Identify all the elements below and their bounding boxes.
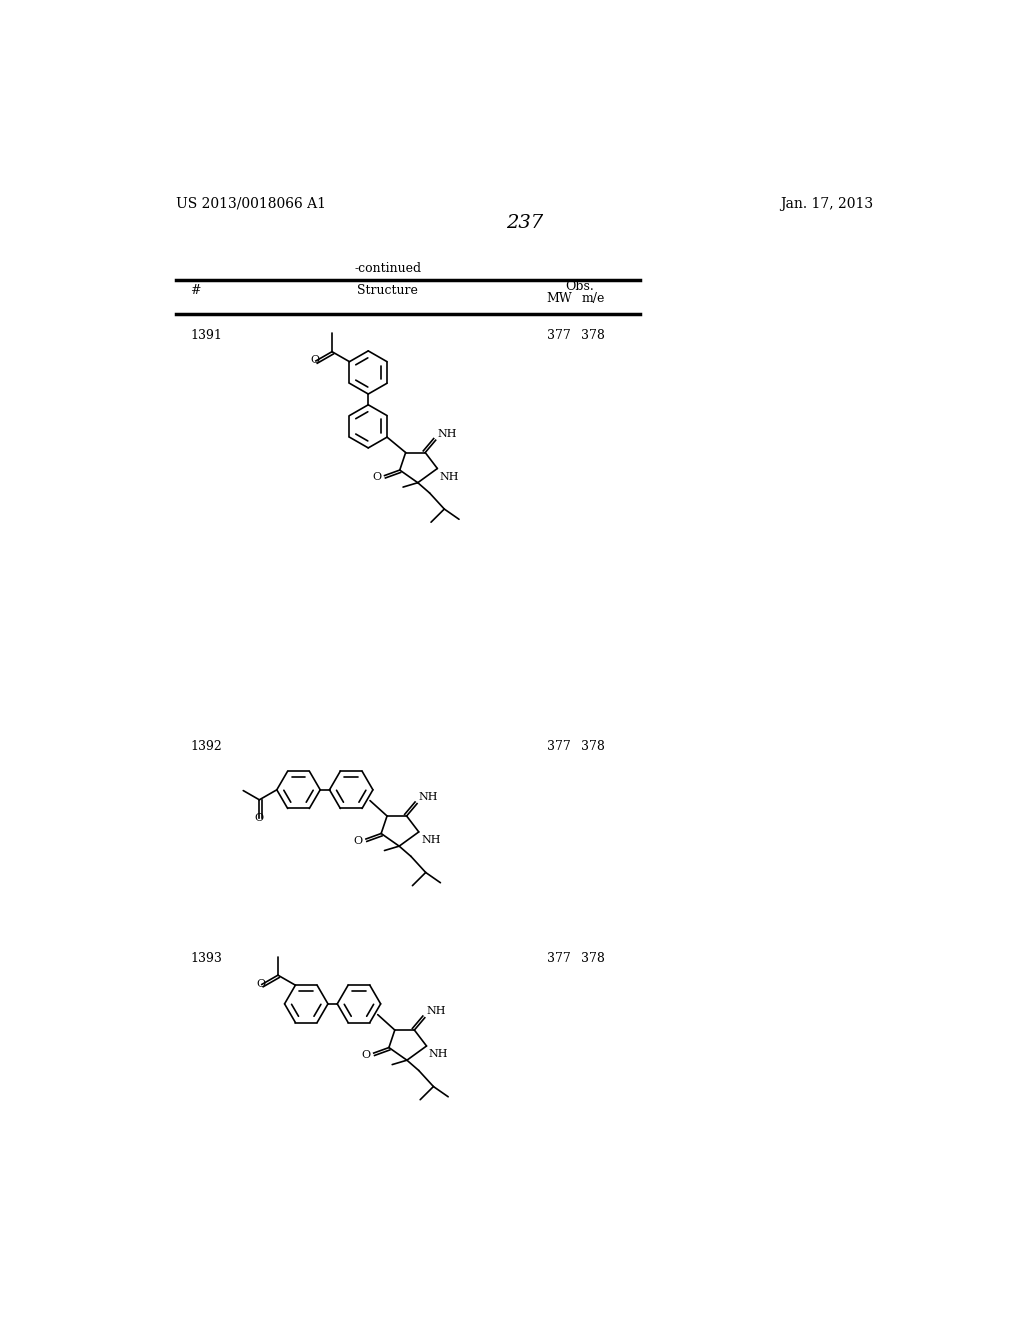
Text: 377: 377: [547, 739, 570, 752]
Text: 377: 377: [547, 952, 570, 965]
Text: Obs.: Obs.: [565, 280, 594, 293]
Text: 1391: 1391: [190, 330, 222, 342]
Text: NH: NH: [421, 836, 440, 845]
Text: 1392: 1392: [190, 739, 222, 752]
Text: O: O: [255, 813, 264, 824]
Text: 237: 237: [506, 214, 544, 232]
Text: NH: NH: [429, 1049, 449, 1059]
Text: 378: 378: [581, 952, 605, 965]
Text: O: O: [361, 1049, 371, 1060]
Text: US 2013/0018066 A1: US 2013/0018066 A1: [176, 197, 326, 211]
Text: O: O: [310, 355, 319, 366]
Text: NH: NH: [437, 429, 457, 438]
Text: NH: NH: [419, 792, 438, 803]
Text: 377: 377: [547, 330, 570, 342]
Text: 378: 378: [581, 330, 605, 342]
Text: MW: MW: [546, 293, 571, 305]
Text: Jan. 17, 2013: Jan. 17, 2013: [780, 197, 873, 211]
Text: O: O: [256, 978, 265, 989]
Text: NH: NH: [426, 1006, 445, 1016]
Text: -continued: -continued: [354, 263, 421, 276]
Text: 1393: 1393: [190, 952, 222, 965]
Text: O: O: [353, 836, 362, 846]
Text: Structure: Structure: [357, 284, 418, 297]
Text: #: #: [190, 284, 201, 297]
Text: 378: 378: [581, 739, 605, 752]
Text: NH: NH: [439, 471, 459, 482]
Text: O: O: [373, 473, 382, 482]
Text: m/e: m/e: [582, 293, 605, 305]
